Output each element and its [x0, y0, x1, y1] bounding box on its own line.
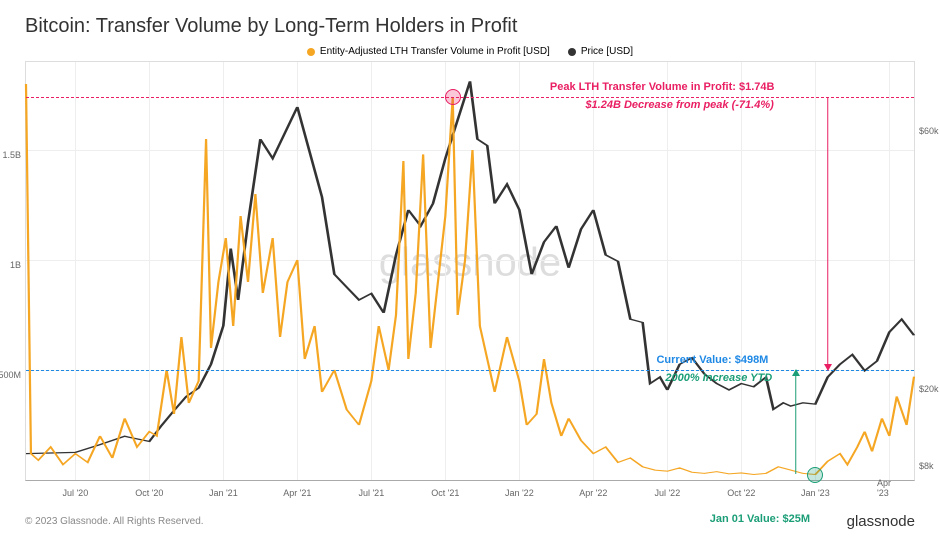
y-left-tick: 500M [0, 370, 21, 380]
x-tick: Apr '23 [877, 478, 902, 498]
y-left-tick: 1.5B [2, 150, 21, 160]
x-tick: Jul '22 [654, 488, 680, 498]
legend-dot-volume [307, 48, 315, 56]
reference-line [26, 370, 914, 371]
y-right-tick: $60k [919, 126, 939, 136]
footer: © 2023 Glassnode. All Rights Reserved. g… [25, 513, 915, 530]
x-tick: Oct '20 [135, 488, 163, 498]
annotation-current: Current Value: $498M [656, 354, 768, 366]
x-tick: Oct '21 [431, 488, 459, 498]
chart-title: Bitcoin: Transfer Volume by Long-Term Ho… [25, 15, 915, 38]
x-tick: Oct '22 [727, 488, 755, 498]
x-tick: Jan '23 [801, 488, 830, 498]
copyright: © 2023 Glassnode. All Rights Reserved. [25, 516, 204, 527]
chart-svg [26, 62, 914, 480]
y-left-tick: 1B [10, 260, 21, 270]
annotation-peak: Peak LTH Transfer Volume in Profit: $1.7… [550, 81, 775, 93]
x-tick: Jul '21 [358, 488, 384, 498]
legend-item-volume: Entity-Adjusted LTH Transfer Volume in P… [307, 46, 550, 57]
x-tick: Apr '21 [283, 488, 311, 498]
x-tick: Jan '22 [505, 488, 534, 498]
brand: glassnode [847, 513, 915, 530]
marker-jan [807, 467, 823, 483]
reference-line [26, 97, 914, 98]
x-tick: Jul '20 [62, 488, 88, 498]
chart-plot-area: glassnode 500M1B1.5B $8k$20k$60k Jul '20… [25, 61, 915, 481]
legend-label-price: Price [USD] [581, 46, 633, 57]
legend: Entity-Adjusted LTH Transfer Volume in P… [25, 46, 915, 57]
legend-label-volume: Entity-Adjusted LTH Transfer Volume in P… [320, 46, 550, 57]
annotation-current-sub: 2000% Increase YTD [665, 372, 772, 384]
chart-container: Bitcoin: Transfer Volume by Long-Term Ho… [0, 0, 940, 542]
annotation-peak-sub: $1.24B Decrease from peak (-71.4%) [585, 99, 773, 111]
y-right-tick: $8k [919, 461, 934, 471]
legend-dot-price [568, 48, 576, 56]
x-tick: Apr '22 [579, 488, 607, 498]
y-right-tick: $20k [919, 384, 939, 394]
x-tick: Jan '21 [209, 488, 238, 498]
marker-peak [445, 89, 461, 105]
legend-item-price: Price [USD] [568, 46, 633, 57]
